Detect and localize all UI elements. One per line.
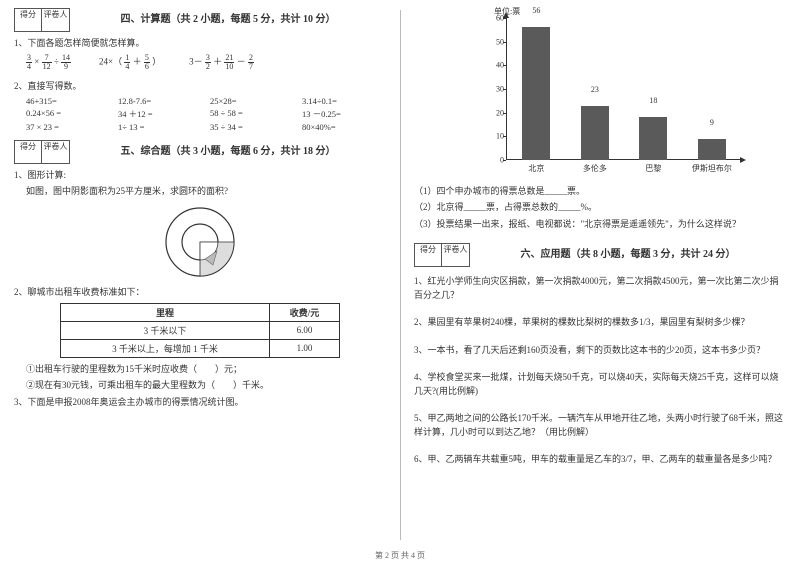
s4-q1: 1、下面各题怎样简便就怎样算。 — [14, 36, 386, 50]
s5-q2: 2、聊城市出租车收费标准如下： — [14, 285, 386, 299]
s6-q5: 5、甲乙两地之间的公路长170千米。一辆汽车从甲地开往乙地，头两小时行驶了68千… — [414, 412, 786, 439]
score-box-6: 得分 评卷人 — [414, 243, 470, 267]
s6-q4: 4、学校食堂买来一批煤，计划每天烧50千克，可以烧40天，实际每天烧25千克，这… — [414, 371, 786, 398]
section5-title: 五、综合题（共 3 小题，每题 6 分，共计 18 分） — [70, 142, 386, 157]
score-cell: 得分 — [14, 8, 42, 32]
vote-chart: 单位:票 010203040506056北京23多伦多18巴黎9伊斯坦布尔 — [450, 8, 750, 178]
s5-q1b: 如图，图中阴影面积为25平方厘米，求圆环的面积? — [14, 184, 386, 198]
expr-c: 3－ 32 ＋ 2110 － 27 — [189, 54, 254, 71]
chart-q3: （3）投票结果一出来，报纸、电视都说："北京得票是遥遥领先"，为什么这样说？ — [414, 217, 786, 231]
score-box: 得分 评卷人 — [14, 8, 70, 32]
left-column: 得分 评卷人 四、计算题（共 2 小题，每题 5 分，共计 10 分） 1、下面… — [0, 0, 400, 565]
s6-q2: 2、果园里有苹果树240棵，苹果树的棵数比梨树的棵数多1/3，果园里有梨树多少棵… — [414, 316, 786, 330]
expr-a: 34 × 712 ÷ 149 — [26, 54, 71, 71]
grader-cell: 评卷人 — [42, 8, 70, 32]
s5-q2b: ②现在有30元钱，可乘出租车的最大里程数为（ ）千米。 — [14, 378, 386, 392]
chart-q2: （2）北京得_____票，占得票总数的_____%。 — [414, 200, 786, 214]
section4-title: 四、计算题（共 2 小题，每题 5 分，共计 10 分） — [70, 10, 386, 25]
s5-q2a: ①出租车行驶的里程数为15千米时应收费（ ）元； — [14, 362, 386, 376]
chart-axis: 010203040506056北京23多伦多18巴黎9伊斯坦布尔 — [506, 18, 740, 160]
expr-b: 24×（ 14 ＋ 56 ） — [99, 54, 161, 71]
s6-q3: 3、一本书，看了几天后还剩160页没看，剩下的页数比这本书的少20页，这本书多少… — [414, 344, 786, 358]
ring-figure — [14, 203, 386, 281]
page-footer: 第 2 页 共 4 页 — [0, 550, 800, 561]
s5-q1: 1、图形计算: — [14, 168, 386, 182]
chart-q1: （1）四个申办城市的得票总数是_____票。 — [414, 184, 786, 198]
s4-expressions: 34 × 712 ÷ 149 24×（ 14 ＋ 56 ） 3－ 32 ＋ 21… — [26, 54, 386, 71]
bar-巴黎 — [639, 117, 667, 160]
s4-q2: 2、直接写得数。 — [14, 79, 386, 93]
section6-title: 六、应用题（共 8 小题，每题 3 分，共计 24 分） — [470, 245, 786, 260]
bar-北京 — [522, 27, 550, 160]
bar-伊斯坦布尔 — [698, 139, 726, 160]
right-column: 单位:票 010203040506056北京23多伦多18巴黎9伊斯坦布尔 （1… — [400, 0, 800, 565]
calc-grid: 46+315=12.8-7.6=25×28=3.14÷0.1= 0.24×56 … — [26, 96, 386, 132]
fee-table: 里程收费/元 3 千米以下6.00 3 千米以上，每增加 1 千米1.00 — [60, 303, 340, 358]
s5-q3: 3、下面是申报2008年奥运会主办城市的得票情况统计图。 — [14, 395, 386, 409]
s6-q6: 6、甲、乙两辆车共载重5吨，甲车的载重量是乙车的3/7，甲、乙两车的载重量各是多… — [414, 453, 786, 467]
score-box-5: 得分 评卷人 — [14, 140, 70, 164]
s6-q1: 1、红光小学师生向灾区捐款，第一次捐款4000元，第二次捐款4500元，第一次比… — [414, 275, 786, 302]
bar-多伦多 — [581, 106, 609, 160]
